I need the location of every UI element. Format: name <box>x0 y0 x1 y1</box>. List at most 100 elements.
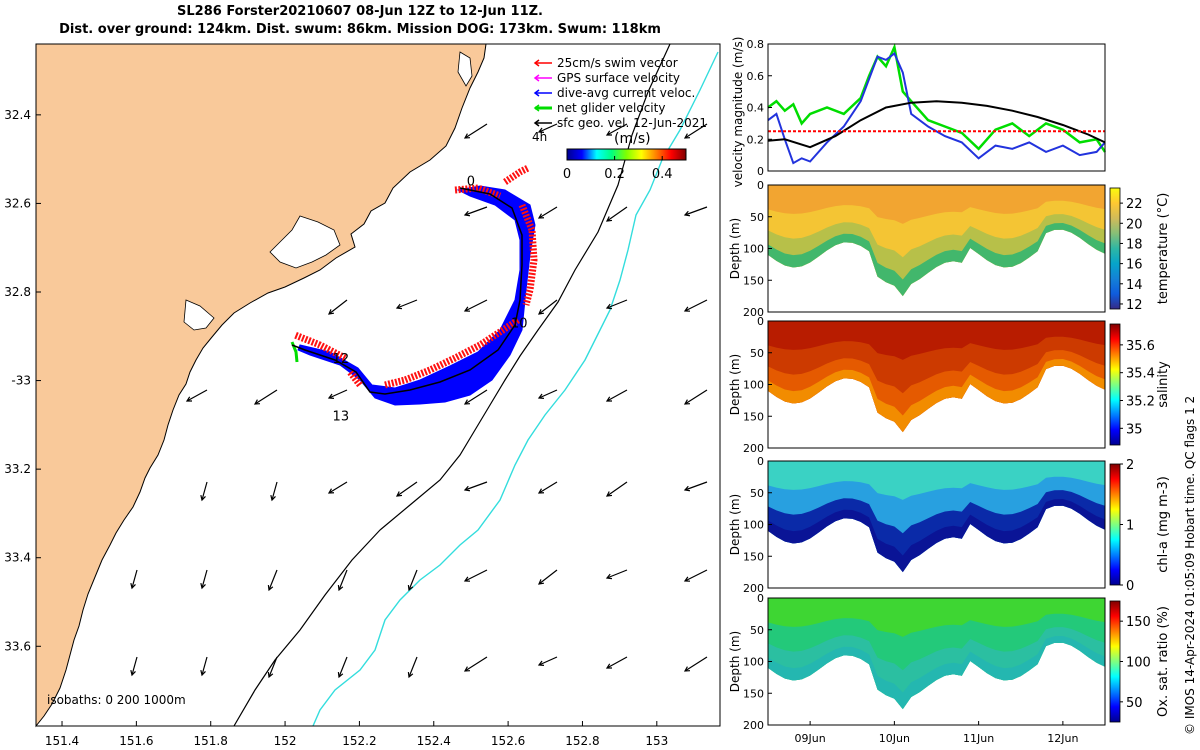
heatmap-colorbar-tick-label: 150 <box>1126 615 1151 630</box>
legend-swatch-head <box>533 74 540 82</box>
swim-vector-band <box>293 164 538 389</box>
arrow-shaft <box>606 123 628 136</box>
arrow-shaft <box>201 569 208 589</box>
arrow-shaft <box>464 569 488 582</box>
arrow-shaft <box>268 569 278 591</box>
arrow-head <box>463 133 471 139</box>
track-time-label: 0 <box>467 175 475 190</box>
heatmap-colorbar-tick-label: 1 <box>1126 519 1134 534</box>
surface-velocity-arrow <box>327 481 348 494</box>
arrow-head <box>463 306 471 312</box>
speed-colorbar-gradient <box>566 148 687 161</box>
heatmap-colorbar-label: temperature (°C) <box>1156 193 1171 305</box>
depth-tick-label: 0 <box>757 455 764 468</box>
track-time-label: 12 <box>333 352 350 367</box>
legend-label: 25cm/s swim vector <box>557 56 678 70</box>
arrow-head <box>407 584 414 592</box>
surface-velocity-arrow <box>537 656 558 667</box>
heatmap-colorbar-tick-label: 20 <box>1126 217 1143 232</box>
arrow-shaft <box>464 299 488 312</box>
speed-colorbar-tick-label: 0.4 <box>652 167 673 182</box>
time-tick-label: 12Jun <box>1047 732 1078 745</box>
isobaths-label: isobaths: 0 200 1000m <box>47 693 186 707</box>
isobath-1000m <box>312 51 719 727</box>
coastline-land <box>35 43 487 728</box>
arrow-head <box>327 393 335 400</box>
track-time-labels: 0 10 12 13 <box>333 175 528 425</box>
arrow-shaft <box>464 481 488 491</box>
velocity-y-tick-label: 0.6 <box>747 70 765 83</box>
arrow-head <box>200 494 206 502</box>
arrow-shaft <box>271 481 278 501</box>
arrow-shaft <box>684 206 708 216</box>
surface-velocity-arrow <box>185 389 208 402</box>
arrow-head <box>605 396 613 402</box>
speed-colorbar-ticks: 0 0.2 0.4 <box>563 156 673 182</box>
surface-velocity-arrow <box>130 569 138 590</box>
surface-velocity-arrow <box>407 656 418 679</box>
legend-entry: sfc geo. vel. 12-Jun-2021 <box>533 116 707 130</box>
coastal-lake <box>269 215 341 269</box>
arrow-shaft <box>684 389 708 405</box>
legend-label: net glider velocity <box>557 101 665 115</box>
arrow-head <box>537 488 545 494</box>
depth-tick-label: 50 <box>750 624 764 637</box>
track-time-label: 13 <box>333 409 350 424</box>
surface-velocity-arrow <box>200 569 208 590</box>
depth-axis-label: Depth (m) <box>728 218 742 279</box>
arrow-shaft <box>538 656 558 666</box>
depth-tick-label: 200 <box>743 442 764 455</box>
speed-colorbar-label: (m/s) <box>614 131 651 147</box>
time-tick-label: 09Jun <box>795 732 826 745</box>
surface-velocity-arrow <box>683 206 708 217</box>
surface-velocity-arrow <box>605 123 628 136</box>
surface-velocity-arrow <box>337 569 348 592</box>
depth-tick-label: 200 <box>743 306 764 319</box>
heatmap-panel: 0 50 100 150 200 Depth (m) 2 1 0 chl-a (mg m-3) <box>728 455 1171 595</box>
surface-velocity-arrow <box>327 389 348 400</box>
surface-velocity-arrow <box>253 389 278 405</box>
arrow-shaft <box>684 299 708 312</box>
surface-velocity-arrow <box>537 389 558 400</box>
map-y-tick-label: 33.4 <box>4 551 31 565</box>
surface-velocity-arrow <box>683 389 708 405</box>
velocity-y-tick-label: 0.8 <box>747 38 765 51</box>
surface-velocity-arrow <box>537 481 558 494</box>
depth-axis-label: Depth (m) <box>728 354 742 415</box>
map-y-tick-label: 32.8 <box>4 285 31 299</box>
arrow-head <box>683 666 691 672</box>
heatmap-colorbar-tick-label: 14 <box>1126 278 1143 293</box>
arrow-head <box>605 216 613 222</box>
surface-velocity-arrow <box>463 389 488 405</box>
legend-label: dive-avg current veloc. <box>557 86 695 100</box>
heatmap-panel: 0 50 100 150 200 Depth (m) 35.6 35.4 35.2 35 salin… <box>728 315 1171 455</box>
arrow-shaft <box>201 656 208 676</box>
surface-velocity-arrow <box>267 569 278 592</box>
surface-velocity-arrow <box>463 123 488 139</box>
heatmap-colorbar <box>1109 187 1121 310</box>
depth-tick-label: 0 <box>757 315 764 328</box>
heatmap-colorbar-label: salinity <box>1156 361 1171 408</box>
arrow-head <box>463 485 471 492</box>
map-x-tick-label: 151.4 <box>45 734 79 748</box>
surface-velocity-arrow <box>605 389 628 402</box>
arrow-head <box>463 210 471 217</box>
arrow-shaft <box>606 656 628 669</box>
map-y-tick-label: 32.6 <box>4 196 31 210</box>
surface-velocity-arrow <box>463 656 488 672</box>
arrow-head <box>463 576 471 582</box>
legend-swatch-head <box>533 104 540 112</box>
speed-colorbar-tick-label: 0.2 <box>604 167 625 182</box>
velocity-ylabel: velocity magnitude (m/s) <box>731 37 745 188</box>
arrow-shaft <box>606 481 628 497</box>
velocity-y-tick-label: 0.4 <box>747 102 765 115</box>
arrow-shaft <box>684 656 708 672</box>
heatmap-colorbar <box>1109 600 1121 723</box>
arrow-head <box>605 663 613 669</box>
time-tick-label: 11Jun <box>963 732 994 745</box>
surface-velocity-arrow <box>267 656 278 679</box>
glider-track-layer <box>290 164 538 406</box>
velocity-y-axis: 0 0.2 0.4 0.6 0.8 <box>747 38 772 178</box>
